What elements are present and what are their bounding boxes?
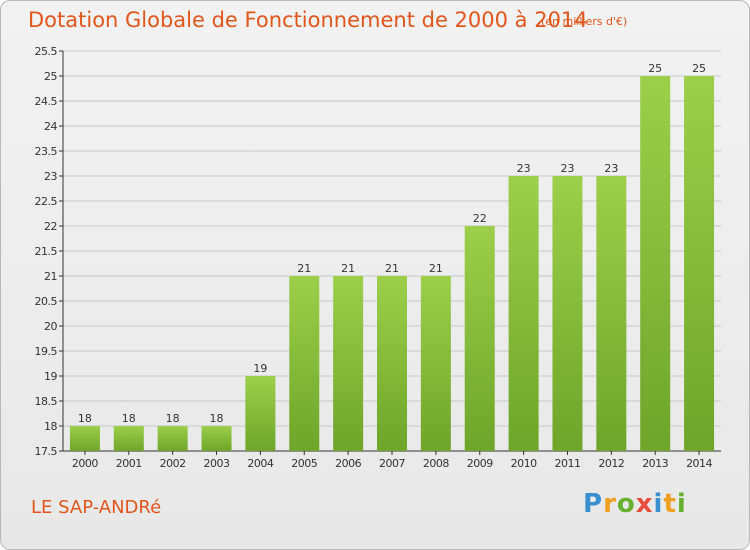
chart-subtitle: (en milliers d'€) <box>541 15 628 28</box>
x-tick-label: 2008 <box>423 457 449 470</box>
x-tick-label: 2011 <box>554 457 580 470</box>
x-tick-label: 2006 <box>335 457 361 470</box>
bar <box>552 176 583 451</box>
x-tick-label: 2010 <box>511 457 537 470</box>
data-label: 19 <box>253 362 267 375</box>
bar <box>640 76 671 451</box>
x-tick-label: 2003 <box>204 457 230 470</box>
data-label: 23 <box>604 162 618 175</box>
proxiti-logo: Proxiti <box>583 489 687 519</box>
y-tick-label: 25 <box>44 70 57 83</box>
logo-letter: P <box>583 489 604 519</box>
bar <box>508 176 539 451</box>
y-tick-label: 20.5 <box>35 295 58 308</box>
y-tick-label: 24 <box>44 120 57 133</box>
y-tick-label: 24.5 <box>35 95 58 108</box>
data-label: 21 <box>385 262 399 275</box>
bar <box>333 276 364 451</box>
bar <box>245 376 276 451</box>
y-tick-label: 18.5 <box>35 395 58 408</box>
bar <box>464 226 495 451</box>
data-label: 21 <box>297 262 311 275</box>
labels: 17.5 18 18.5 19 19.5 20 20.5 21 21.5 22 22.5 23 23.5… <box>35 45 714 470</box>
data-label: 23 <box>517 162 531 175</box>
commune-name: LE SAP-ANDRé <box>31 497 162 518</box>
x-tick-label: 2002 <box>160 457 186 470</box>
logo-letter: o <box>616 489 636 519</box>
x-tick-label: 2009 <box>467 457 493 470</box>
data-label: 18 <box>210 412 224 425</box>
x-tick-label: 2000 <box>72 457 98 470</box>
y-tick-label: 22.5 <box>35 195 58 208</box>
data-label: 21 <box>341 262 355 275</box>
bar <box>201 426 232 451</box>
data-label: 18 <box>166 412 180 425</box>
x-tick-label: 2014 <box>686 457 712 470</box>
logo-letter: x <box>635 489 654 519</box>
bar <box>289 276 320 451</box>
x-tick-label: 2012 <box>598 457 624 470</box>
y-tick-label: 17.5 <box>35 445 58 458</box>
x-tick-label: 2004 <box>247 457 273 470</box>
data-label: 25 <box>692 62 706 75</box>
data-label: 22 <box>473 212 487 225</box>
x-tick-label: 2007 <box>379 457 405 470</box>
bar <box>113 426 144 451</box>
y-tick-label: 19.5 <box>35 345 58 358</box>
y-tick-label: 18 <box>44 420 57 433</box>
y-tick-label: 25.5 <box>35 45 58 58</box>
bar <box>684 76 715 451</box>
x-tick-label: 2013 <box>642 457 668 470</box>
y-tick-label: 23.5 <box>35 145 58 158</box>
chart-title: Dotation Globale de Fonctionnement de 20… <box>28 8 588 32</box>
bar <box>157 426 188 451</box>
data-label: 18 <box>78 412 92 425</box>
y-tick-label: 20 <box>44 320 57 333</box>
bars <box>69 76 715 451</box>
y-tick-label: 21.5 <box>35 245 58 258</box>
logo-letter: t <box>663 489 677 519</box>
x-tick-label: 2001 <box>116 457 142 470</box>
y-tick-label: 21 <box>44 270 57 283</box>
data-label: 21 <box>429 262 443 275</box>
bar <box>69 426 100 451</box>
logo-letter: i <box>653 489 664 519</box>
logo-letter: i <box>676 489 687 519</box>
bar <box>420 276 451 451</box>
x-tick-label: 2005 <box>291 457 317 470</box>
data-label: 25 <box>648 62 662 75</box>
data-label: 18 <box>122 412 136 425</box>
data-label: 23 <box>560 162 574 175</box>
bar <box>377 276 407 451</box>
y-tick-label: 23 <box>44 170 57 183</box>
y-tick-label: 19 <box>44 370 57 383</box>
logo-letter: r <box>603 489 617 519</box>
y-tick-label: 22 <box>44 220 57 233</box>
bar <box>596 176 627 451</box>
